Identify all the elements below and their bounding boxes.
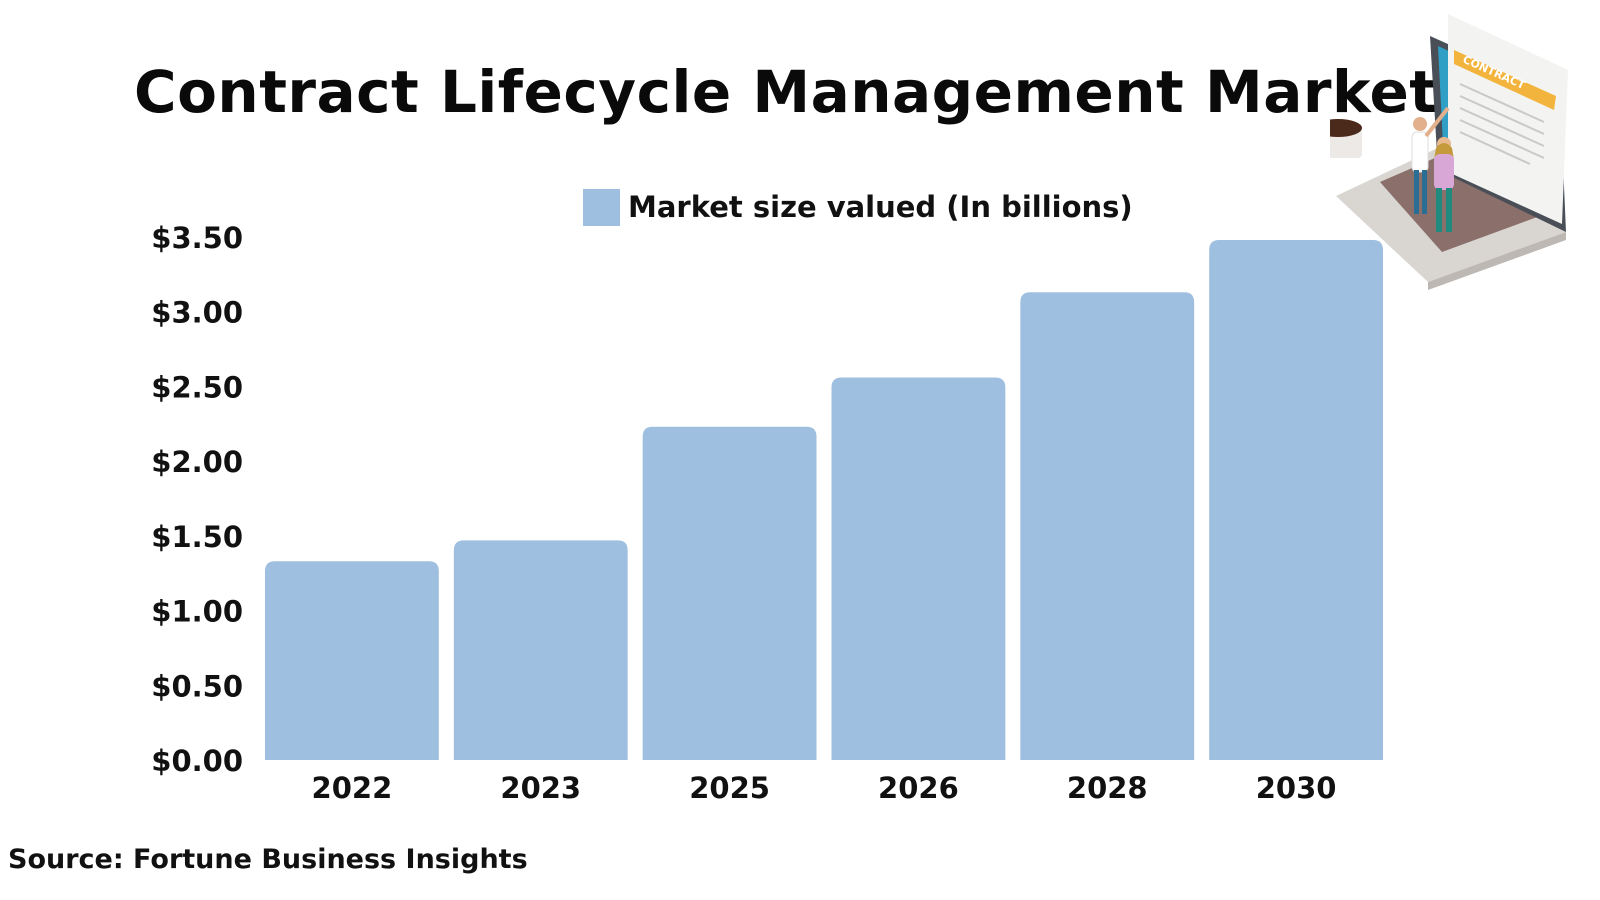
contract-laptop-illustration-icon: CONTRACT	[1330, 14, 1568, 290]
laptop-base-edge	[1428, 232, 1566, 290]
source-note: Source: Fortune Business Insights	[8, 844, 528, 875]
bar-2028	[1020, 292, 1195, 760]
x-tick-label: 2030	[1256, 771, 1337, 805]
coffee	[1330, 119, 1362, 137]
legend-swatch	[583, 188, 620, 226]
legend: Market size valued (In billions)	[583, 188, 1133, 226]
chart-title: Contract Lifecycle Management Market	[134, 58, 1438, 126]
contract-lines	[1459, 83, 1545, 165]
y-tick-label: $2.50	[151, 370, 243, 404]
bar-2025	[642, 426, 817, 760]
y-axis: $0.00 $0.50 $1.00 $1.50 $2.00 $2.50 $3.00 $3.50	[151, 221, 243, 778]
x-tick-label: 2022	[312, 771, 393, 805]
x-axis: 2022 2023 2025 2026 2028 2030	[312, 771, 1337, 805]
y-tick-label: $0.50	[151, 669, 243, 703]
bar-2030	[1209, 239, 1383, 760]
x-tick-label: 2026	[878, 771, 959, 805]
bar-2026	[831, 377, 1006, 760]
person-man	[1411, 106, 1450, 214]
bar-2023	[453, 540, 628, 760]
x-tick-label: 2023	[500, 771, 581, 805]
bars	[265, 239, 1383, 760]
y-tick-label: $2.00	[151, 445, 243, 479]
y-tick-label: $1.00	[151, 595, 243, 629]
contract-banner	[1454, 50, 1556, 110]
x-tick-label: 2028	[1067, 771, 1148, 805]
person-woman	[1434, 137, 1454, 232]
x-tick-label: 2025	[689, 771, 770, 805]
legend-label: Market size valued (In billions)	[628, 190, 1133, 224]
y-tick-label: $3.00	[151, 296, 243, 330]
y-tick-label: $1.50	[151, 520, 243, 554]
bar-2022	[265, 561, 439, 760]
y-tick-label: $3.50	[151, 221, 243, 255]
y-tick-label: $0.00	[151, 744, 243, 778]
